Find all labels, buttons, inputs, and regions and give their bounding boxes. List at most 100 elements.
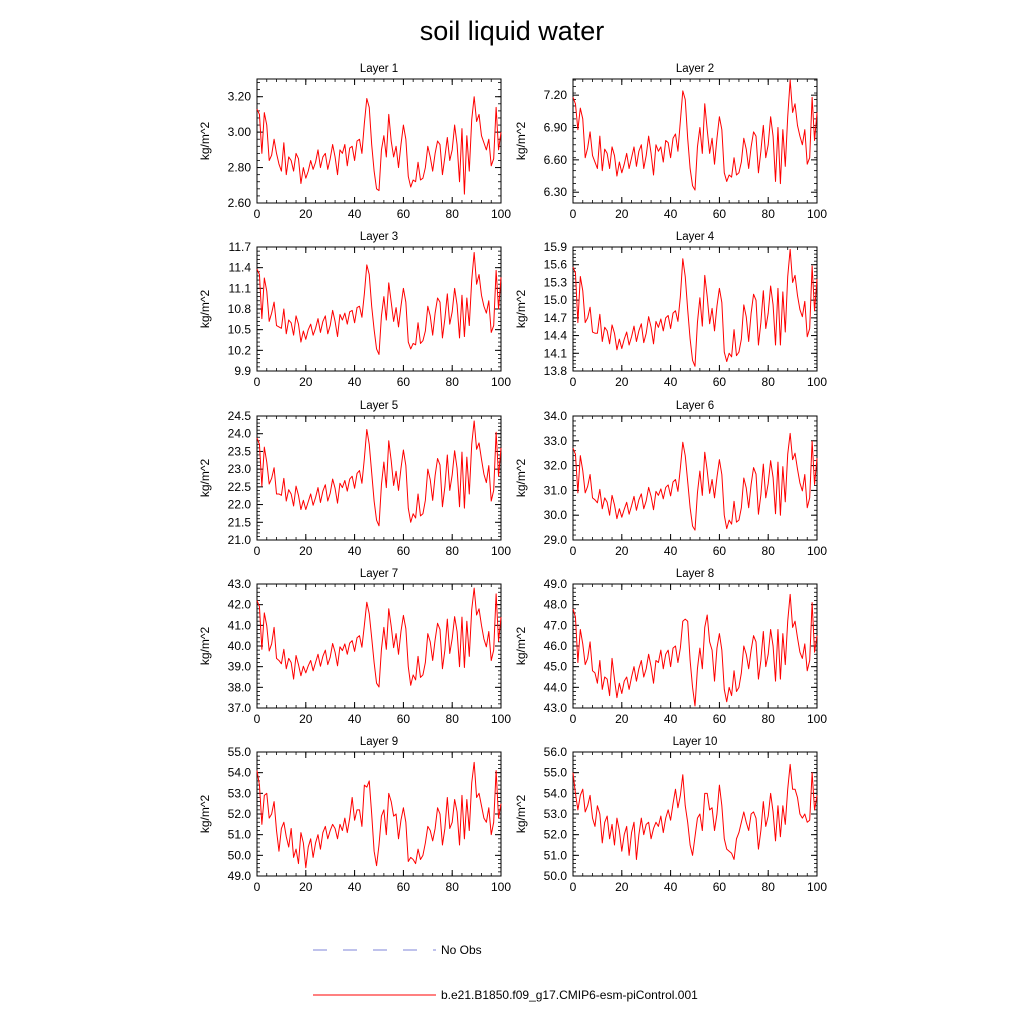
panel-title: Layer 8: [676, 568, 714, 580]
x-tick-label: 40: [664, 712, 678, 726]
y-tick-label: 43.0: [228, 577, 252, 591]
x-tick-label: 60: [713, 375, 727, 389]
y-tick-label: 14.7: [544, 311, 568, 325]
panel-layer-1: Layer 1 0 20 40 60 80 100 2.60 2.80 3.00 3.20 kg/m^…: [198, 63, 511, 221]
y-tick-label: 44.0: [544, 680, 568, 694]
plot-frame: [572, 415, 818, 541]
x-tick-label: 100: [491, 375, 511, 389]
x-tick-label: 40: [664, 880, 678, 894]
y-axis-label: kg/m^2: [514, 459, 528, 498]
y-tick-label: 32.0: [544, 459, 568, 473]
x-tick-label: 60: [397, 544, 411, 558]
x-tick-label: 80: [446, 880, 460, 894]
panel-layer-5: Layer 5 0 20 40 60 80 100 21.0 21.5 22.0 22.5 23.0 2…: [198, 400, 511, 558]
x-tick-label: 40: [348, 880, 362, 894]
y-tick-label: 11.4: [229, 261, 252, 275]
y-tick-label: 34.0: [544, 409, 568, 423]
y-tick-label: 38.0: [228, 680, 252, 694]
x-tick-label: 100: [491, 880, 511, 894]
y-tick-label: 14.1: [544, 346, 568, 360]
y-axis-label: kg/m^2: [198, 795, 212, 834]
series-line-layer-8: [572, 593, 818, 707]
y-tick-label: 52.0: [228, 807, 252, 821]
series-line-layer-10: [572, 763, 818, 860]
y-tick-label: 14.4: [544, 329, 568, 343]
x-tick-label: 40: [348, 544, 362, 558]
x-tick-label: 0: [570, 712, 577, 726]
legend-model-label: b.e21.B1850.f09_g17.CMIP6-esm-piControl.…: [441, 988, 698, 1002]
panel-layer-3: Layer 3 0 20 40 60 80 100 9.9 10.2 10.5 10.8 11.1 11…: [198, 231, 511, 389]
y-tick-label: 49.0: [228, 869, 252, 883]
x-tick-label: 60: [397, 880, 411, 894]
y-tick-label: 23.0: [228, 462, 252, 476]
y-tick-label: 11.1: [229, 281, 252, 295]
x-tick-label: 40: [348, 207, 362, 221]
x-tick-label: 100: [491, 544, 511, 558]
x-tick-label: 0: [570, 207, 577, 221]
x-tick-label: 80: [446, 712, 460, 726]
x-tick-label: 40: [664, 544, 678, 558]
x-tick-label: 60: [713, 712, 727, 726]
y-tick-label: 42.0: [228, 598, 252, 612]
x-tick-label: 40: [348, 712, 362, 726]
y-tick-label: 56.0: [544, 745, 568, 759]
panel-title: Layer 9: [360, 736, 398, 748]
x-tick-label: 100: [807, 207, 827, 221]
legend-no-obs-label: No Obs: [441, 943, 482, 957]
plot-frame: [256, 415, 502, 541]
y-tick-label: 48.0: [544, 598, 568, 612]
y-tick-label: 49.0: [544, 577, 568, 591]
y-tick-label: 54.0: [544, 786, 568, 800]
plot-frame: [256, 78, 502, 204]
y-axis-label: kg/m^2: [514, 795, 528, 834]
x-tick-label: 80: [446, 207, 460, 221]
y-tick-label: 15.3: [544, 275, 568, 289]
x-tick-label: 80: [762, 207, 776, 221]
panel-layer-10: Layer 10 0 20 40 60 80 100 50.0 51.0 52.0 53.0 54.0…: [514, 736, 827, 894]
panel-layer-8: Layer 8 0 20 40 60 80 100 43.0 44.0 45.0 46.0 47.0 4…: [514, 568, 827, 726]
y-tick-label: 45.0: [544, 660, 568, 674]
y-tick-label: 43.0: [544, 701, 568, 715]
series-line-layer-2: [572, 79, 818, 191]
x-tick-label: 20: [299, 712, 313, 726]
y-axis-label: kg/m^2: [514, 290, 528, 329]
panel-layer-2: Layer 2 0 20 40 60 80 100 6.30 6.60 6.90 7.20 kg/m^…: [514, 63, 827, 221]
x-tick-label: 20: [299, 544, 313, 558]
y-tick-label: 21.5: [228, 515, 252, 529]
y-axis-label: kg/m^2: [198, 459, 212, 498]
plot-frame: [572, 751, 818, 877]
x-tick-label: 60: [397, 207, 411, 221]
y-tick-label: 10.8: [228, 302, 252, 316]
x-tick-label: 0: [570, 880, 577, 894]
y-tick-label: 15.0: [544, 293, 568, 307]
y-tick-label: 2.60: [228, 196, 252, 210]
x-tick-label: 100: [491, 207, 511, 221]
y-tick-label: 50.0: [228, 848, 252, 862]
x-tick-label: 20: [615, 544, 629, 558]
y-tick-label: 6.30: [544, 185, 568, 199]
y-tick-label: 50.0: [544, 869, 568, 883]
series-line-layer-9: [256, 761, 502, 869]
y-tick-label: 11.7: [229, 240, 252, 254]
legend: No Obs b.e21.B1850.f09_g17.CMIP6-esm-piC…: [313, 943, 698, 1002]
y-tick-label: 7.20: [544, 88, 568, 102]
x-tick-label: 100: [807, 712, 827, 726]
y-tick-label: 22.5: [228, 480, 252, 494]
panel-title: Layer 10: [673, 736, 718, 748]
y-tick-label: 21.0: [228, 533, 252, 547]
y-tick-label: 55.0: [544, 766, 568, 780]
x-tick-label: 60: [397, 375, 411, 389]
y-axis-label: kg/m^2: [514, 627, 528, 666]
x-tick-label: 20: [299, 375, 313, 389]
y-tick-label: 24.5: [228, 409, 252, 423]
panel-layer-7: Layer 7 0 20 40 60 80 100 37.0 38.0 39.0 40.0 41.0 4…: [198, 568, 511, 726]
x-tick-label: 100: [807, 375, 827, 389]
y-tick-label: 10.2: [228, 343, 252, 357]
y-tick-label: 31.0: [544, 483, 568, 497]
y-tick-label: 23.5: [228, 444, 252, 458]
x-tick-label: 80: [446, 544, 460, 558]
x-tick-label: 40: [348, 375, 362, 389]
y-tick-label: 10.5: [228, 323, 252, 337]
x-tick-label: 40: [664, 375, 678, 389]
